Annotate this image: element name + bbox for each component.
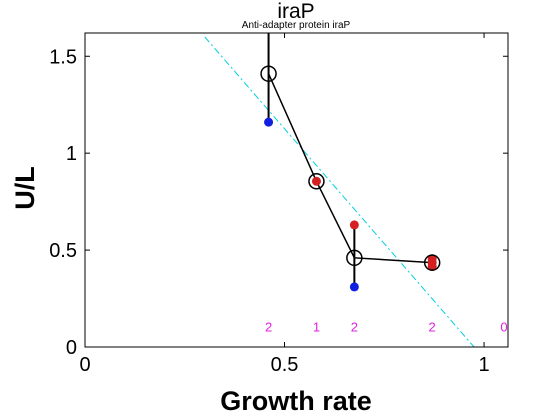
x-tick-label: 0 [79,354,90,376]
count-label: 2 [265,320,272,335]
y-tick-label: 0 [66,337,77,359]
red-point [312,177,321,186]
y-tick-label: 1 [66,143,77,165]
count-label: 0 [500,320,507,335]
blue-point [350,282,359,291]
y-axis-label: U/L [10,166,40,210]
count-label: 2 [351,320,358,335]
x-tick-label: 1 [478,354,489,376]
y-tick-label: 0.5 [49,240,77,262]
y-tick-label: 1.5 [49,46,77,68]
blue-point [264,118,273,127]
red-point [350,220,359,229]
chart-subtitle: Anti-adapter protein iraP [242,20,351,31]
count-label: 2 [429,320,436,335]
count-label: 1 [313,320,320,335]
x-axis-label: Growth rate [220,386,372,416]
x-tick-label: 0.5 [271,354,299,376]
